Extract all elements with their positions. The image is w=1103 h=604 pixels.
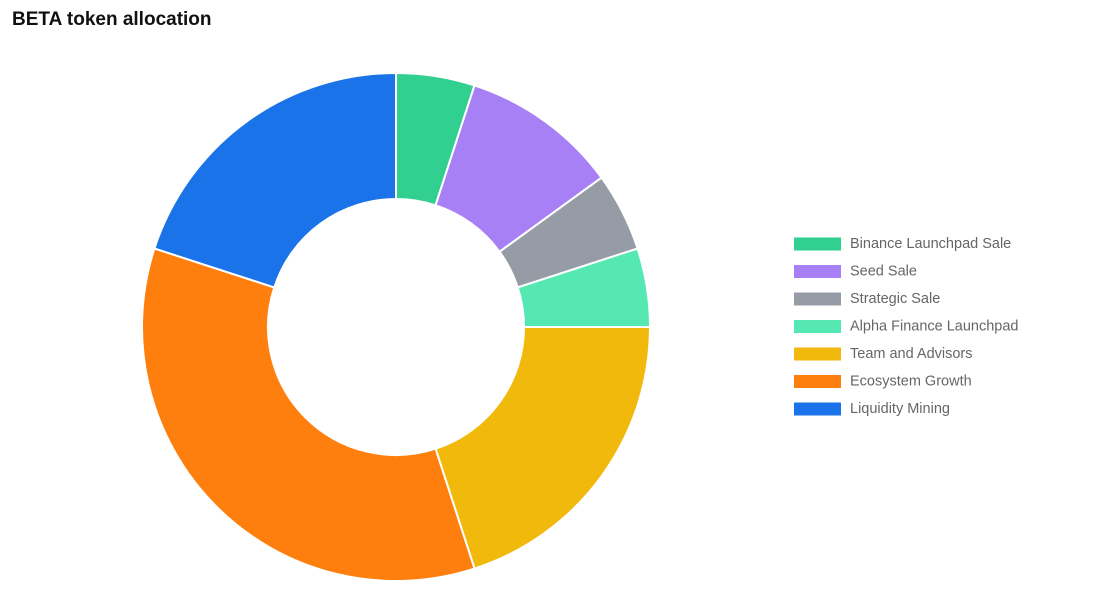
legend-label: Alpha Finance Launchpad: [850, 318, 1019, 334]
legend-label: Strategic Sale: [850, 291, 940, 307]
legend-swatch: [794, 375, 841, 388]
legend-swatch: [794, 320, 841, 333]
legend-label: Ecosystem Growth: [850, 373, 972, 389]
legend-swatch: [794, 292, 841, 306]
chart-title: BETA token allocation: [12, 9, 212, 30]
slice: [153, 71, 397, 289]
legend-swatch: [794, 347, 841, 361]
slice: [141, 247, 476, 582]
legend-swatch: [794, 265, 841, 278]
legend-label: Liquidity Mining: [850, 401, 950, 417]
legend-label: Seed Sale: [850, 263, 917, 279]
slice: [434, 326, 652, 570]
legend-swatch: [794, 237, 841, 251]
legend-label: Binance Launchpad Sale: [850, 236, 1011, 252]
legend-swatch: [794, 402, 841, 416]
legend-label: Team and Advisors: [850, 346, 973, 362]
